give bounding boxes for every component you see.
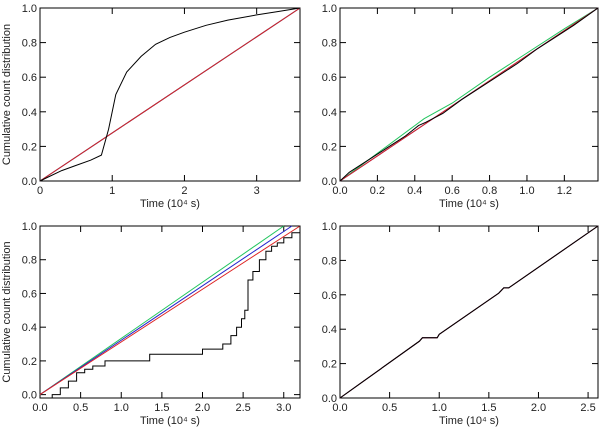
x-tick-label: 0.2 xyxy=(370,185,385,197)
y-tick-label: 0.6 xyxy=(22,288,37,300)
series-line-2 xyxy=(339,225,599,399)
series-line-3 xyxy=(339,225,599,399)
x-tick-label: 2.0 xyxy=(195,402,210,414)
y-tick-label: 0.8 xyxy=(322,38,337,50)
x-axis-label: Time (10⁴ s) xyxy=(140,415,200,427)
x-tick-label: 0.4 xyxy=(407,185,422,197)
series-line-1 xyxy=(339,225,599,399)
x-tick-label: 1 xyxy=(109,185,115,197)
panel-1: 0 1 2 3 0.0 0.2 0.4 0.6 0.8 1.0 Time (10⁴ s) Cumula… xyxy=(1,3,301,210)
plot-frame xyxy=(339,7,599,182)
x-tick-label: 0.5 xyxy=(73,402,88,414)
x-tick-label: 0 xyxy=(37,185,43,197)
y-tick-label: 1.0 xyxy=(322,221,337,233)
series-line-1 xyxy=(339,7,599,182)
x-axis-label: Time (10⁴ s) xyxy=(439,198,499,210)
y-tick-label: 0.2 xyxy=(322,141,337,153)
plot-frame xyxy=(39,225,301,399)
x-tick-label: 1.0 xyxy=(519,185,534,197)
y-tick-label: 0.0 xyxy=(22,390,37,402)
y-tick-label: 0.2 xyxy=(22,141,37,153)
x-tick-label: 0.6 xyxy=(445,185,460,197)
y-axis-label: Cumulative count distribution xyxy=(1,241,13,382)
x-tick-label: 3.0 xyxy=(276,402,291,414)
y-tick-label: 0.2 xyxy=(22,356,37,368)
x-tick-label: 2.0 xyxy=(531,402,546,414)
x-axis-label: Time (10⁴ s) xyxy=(140,198,200,210)
series-line-4 xyxy=(39,7,301,182)
y-tick-label: 0.4 xyxy=(22,107,37,119)
x-tick-label: 0.0 xyxy=(332,402,347,414)
x-tick-label: 0.0 xyxy=(332,185,347,197)
y-tick-label: 0.2 xyxy=(322,359,337,371)
x-tick-label: 1.0 xyxy=(114,402,129,414)
x-tick-label: 1.2 xyxy=(557,185,572,197)
plot-frame xyxy=(39,7,301,182)
y-tick-label: 0.0 xyxy=(322,176,337,188)
series-line-2 xyxy=(39,225,293,396)
x-tick-label: 0.0 xyxy=(32,402,47,414)
y-tick-label: 1.0 xyxy=(22,3,37,15)
panel-3: 0.0 0.5 1.0 1.5 2.0 2.5 3.0 0.0 0.2 0.4 0.6 0.8 1.0 T… xyxy=(1,221,301,427)
x-tick-label: 2.5 xyxy=(235,402,250,414)
series-line-4 xyxy=(339,7,599,182)
panel-2: 0.0 0.2 0.4 0.6 0.8 1.0 1.2 0.0 0.2 0.4 0.6 0.8 1.0 T… xyxy=(322,3,599,210)
series-line-4 xyxy=(339,225,599,399)
x-tick-label: 3 xyxy=(254,185,260,197)
y-tick-label: 0.8 xyxy=(22,255,37,267)
x-tick-label: 1.5 xyxy=(481,402,496,414)
series-line-3 xyxy=(39,225,301,396)
x-tick-label: 0.8 xyxy=(482,185,497,197)
y-axis-label: Cumulative count distribution xyxy=(1,24,13,165)
y-tick-label: 0.6 xyxy=(322,72,337,84)
y-tick-label: 0.4 xyxy=(322,324,337,336)
x-tick-label: 2.5 xyxy=(580,402,595,414)
y-tick-label: 0.4 xyxy=(322,107,337,119)
y-tick-label: 0.8 xyxy=(22,38,37,50)
plot-frame xyxy=(339,225,599,399)
x-tick-label: 0.5 xyxy=(382,402,397,414)
x-tick-label: 2 xyxy=(181,185,187,197)
y-tick-label: 0.6 xyxy=(22,72,37,84)
x-tick-label: 1.5 xyxy=(154,402,169,414)
y-tick-label: 0.4 xyxy=(22,322,37,334)
y-tick-label: 0.6 xyxy=(322,290,337,302)
series-line-4 xyxy=(40,226,301,399)
x-tick-label: 1.0 xyxy=(432,402,447,414)
series-line-3 xyxy=(39,7,301,182)
y-tick-label: 1.0 xyxy=(22,221,37,233)
series-line-1 xyxy=(39,225,285,396)
panel-4: 0.0 0.5 1.0 1.5 2.0 2.50.00.20.40.60.81.0Time… xyxy=(322,221,599,427)
y-tick-label: 0.0 xyxy=(22,176,37,188)
y-tick-label: 0.0 xyxy=(322,393,337,405)
x-axis-label: Time (10⁴ s) xyxy=(439,415,499,427)
y-tick-label: 1.0 xyxy=(322,3,337,15)
y-tick-label: 0.8 xyxy=(322,255,337,267)
